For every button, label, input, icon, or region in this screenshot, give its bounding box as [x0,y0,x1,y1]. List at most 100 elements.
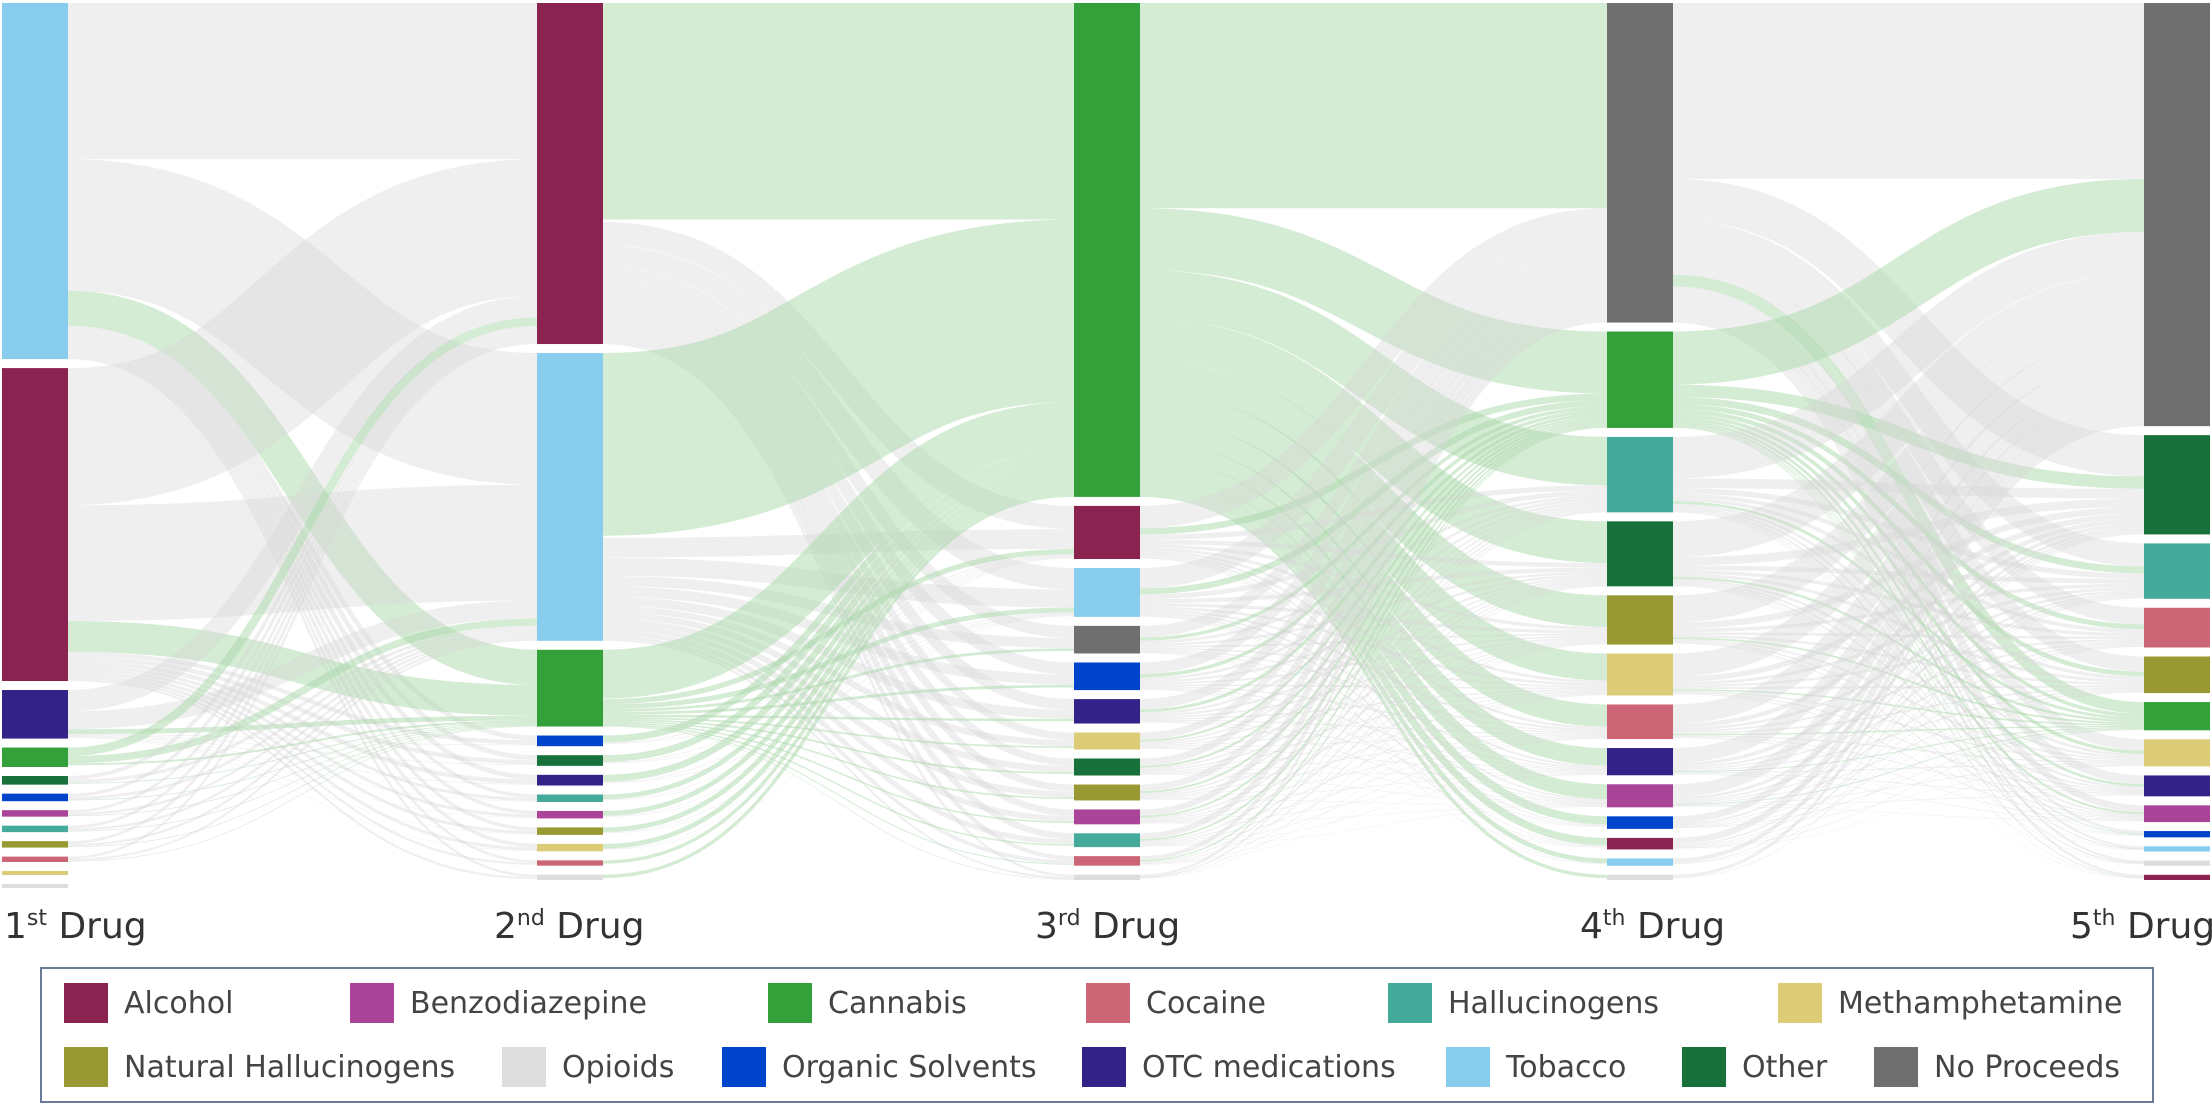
link-tobacco-to-alcohol [1139,615,1608,847]
link-benzodiazepine-to-tobacco [602,614,1075,817]
link-hallucinogens-to-no-proceeds [1139,310,1608,840]
link-alcohol-to-benzodiazepine [1139,554,1608,801]
link-organic-solvents-to-cannabis [1139,409,1608,678]
link-natural-hallucinogens-to-cannabis [67,725,538,848]
legend-label-hallucinogens: Hallucinogens [1448,985,1659,1021]
link-no-proceeds-to-other [1139,571,1608,646]
node-stage2-benzodiazepine [537,810,603,819]
link-benzodiazepine-to-alcohol [67,333,538,814]
node-stage2-cocaine [537,860,603,866]
link-organic-solvents-to-cannabis [602,450,1075,743]
link-alcohol-to-other [1672,531,2145,846]
node-stage2-natural-hallucinogens [537,827,603,835]
node-stage5-cannabis [2144,702,2210,731]
link-natural-hallucinogens-to-otc-medications [1672,640,2145,792]
link-no-proceeds-to-otc-medications [1139,650,1608,771]
legend-swatch-benzodiazepine [350,983,394,1023]
link-benzodiazepine-to-benzodiazepine [1139,806,1608,824]
link-cannabis-to-methamphetamine [1139,391,1608,681]
link-cannabis-to-opioids [1139,493,1608,879]
link-hallucinogens-to-otc-medications [1672,506,2145,789]
link-cocaine-to-no-proceeds [1672,359,2145,724]
link-otc-medications-to-other [67,734,538,766]
link-alcohol-to-no-proceeds [1672,412,2145,845]
node-stage4-benzodiazepine [1607,784,1673,808]
link-methamphetamine-to-alcohol [602,557,1075,850]
link-natural-hallucinogens-to-methamphetamine [1672,639,2145,761]
link-other-to-hallucinogens [1139,504,1608,770]
node-stage1-natural-hallucinogens [2,841,68,848]
link-cocaine-to-benzodiazepine [1672,737,2145,821]
link-other-to-methamphetamine [1139,691,1608,773]
link-cocaine-to-cannabis [67,725,538,862]
link-organic-solvents-to-no-proceeds [1139,262,1608,674]
node-stage5-hallucinogens [2144,543,2210,599]
link-benzodiazepine-to-methamphetamine [1139,693,1608,822]
node-stage2-otc-medications [537,774,603,786]
link-hallucinogens-to-alcohol [67,335,538,829]
link-organic-solvents-to-otc-medications [1139,686,1608,772]
link-otc-medications-to-organic-solvents [67,734,538,746]
link-cannabis-to-methamphetamine [602,717,1075,748]
link-tobacco-to-hallucinogens [67,340,538,798]
link-natural-hallucinogens-to-alcohol [602,557,1075,833]
link-tobacco-to-hallucinogens [1672,597,2145,864]
link-cannabis-to-cannabis [602,402,1075,699]
legend-item-natural-hallucinogens: Natural Hallucinogens [64,1043,455,1091]
link-otc-medications-to-no-proceeds [1139,273,1608,710]
link-hallucinogens-to-natural-hallucinogens [1672,497,2145,680]
link-hallucinogens-to-methamphetamine [1672,503,2145,757]
link-hallucinogens-to-no-proceeds [1672,231,2145,479]
link-cocaine-to-no-proceeds [1139,316,1608,861]
sankey-links [66,2,2145,880]
legend-swatch-no-proceeds [1874,1047,1918,1087]
link-hallucinogens-to-otc-medications [1139,774,1608,847]
link-opioids-to-no-proceeds [1139,320,1608,877]
node-stage3-opioids [1074,874,1140,880]
link-organic-solvents-to-cocaine [1672,645,2145,827]
link-cannabis-to-alcohol [1139,481,1608,846]
link-alcohol-to-otc-medications [1139,553,1608,768]
link-hallucinogens-to-cannabis [1139,424,1608,841]
link-otc-medications-to-alcohol [67,296,538,712]
link-cannabis-to-hallucinogens [602,723,1075,846]
link-natural-hallucinogens-to-hallucinogens [1139,506,1608,795]
link-cannabis-to-organic-solvents [602,684,1075,715]
link-tobacco-to-no-proceeds [1139,230,1608,589]
link-hallucinogens-to-opioids [1672,511,2145,864]
link-cannabis-to-no-proceeds [602,648,1075,712]
legend-swatch-natural-hallucinogens [64,1047,108,1087]
link-otc-medications-to-natural-hallucinogens [1139,637,1608,719]
link-cannabis-to-cocaine [1672,403,2145,630]
link-organic-solvents-to-tobacco [67,628,538,800]
link-hallucinogens-to-hallucinogens [1139,509,1608,843]
link-no-proceeds-to-alcohol [1139,652,1608,848]
legend-item-no-proceeds: No Proceeds [1874,1043,2120,1091]
link-tobacco-to-tobacco [1139,616,1608,865]
link-cocaine-to-natural-hallucinogens [1139,643,1608,864]
link-other-to-opioids [1672,585,2145,865]
link-benzodiazepine-to-no-proceeds [1139,304,1608,816]
link-organic-solvents-to-other [1672,529,2145,825]
link-other-to-natural-hallucinogens [1672,573,2145,683]
link-cocaine-to-hallucinogens [1672,590,2145,731]
link-tobacco-to-otc-medications [1139,611,1608,770]
link-hallucinogens-to-benzodiazepine [1139,806,1608,847]
link-opioids-to-cannabis [602,493,1075,879]
link-cocaine-to-cannabis [602,490,1075,864]
link-otc-medications-to-other [1672,523,2145,767]
node-stage1-otc-medications [2,690,68,739]
link-tobacco-to-natural-hallucinogens [67,347,538,831]
link-hallucinogens-to-tobacco [602,614,1075,801]
link-no-proceeds-to-cocaine [1139,649,1608,733]
link-methamphetamine-to-otc-medications [1672,692,2145,794]
link-otc-medications-to-cannabis [1672,727,2145,773]
link-other-to-no-proceeds [1672,273,2145,558]
link-cannabis-to-benzodiazepine [1139,458,1608,800]
legend-label-cannabis: Cannabis [828,985,967,1021]
link-benzodiazepine-to-cannabis [1139,422,1608,818]
link-natural-hallucinogens-to-organic-solvents [1672,643,2145,836]
link-natural-hallucinogens-to-tobacco [602,615,1075,834]
link-cannabis-to-other [1672,384,2145,489]
link-opioids-to-hallucinogens [1139,511,1608,879]
